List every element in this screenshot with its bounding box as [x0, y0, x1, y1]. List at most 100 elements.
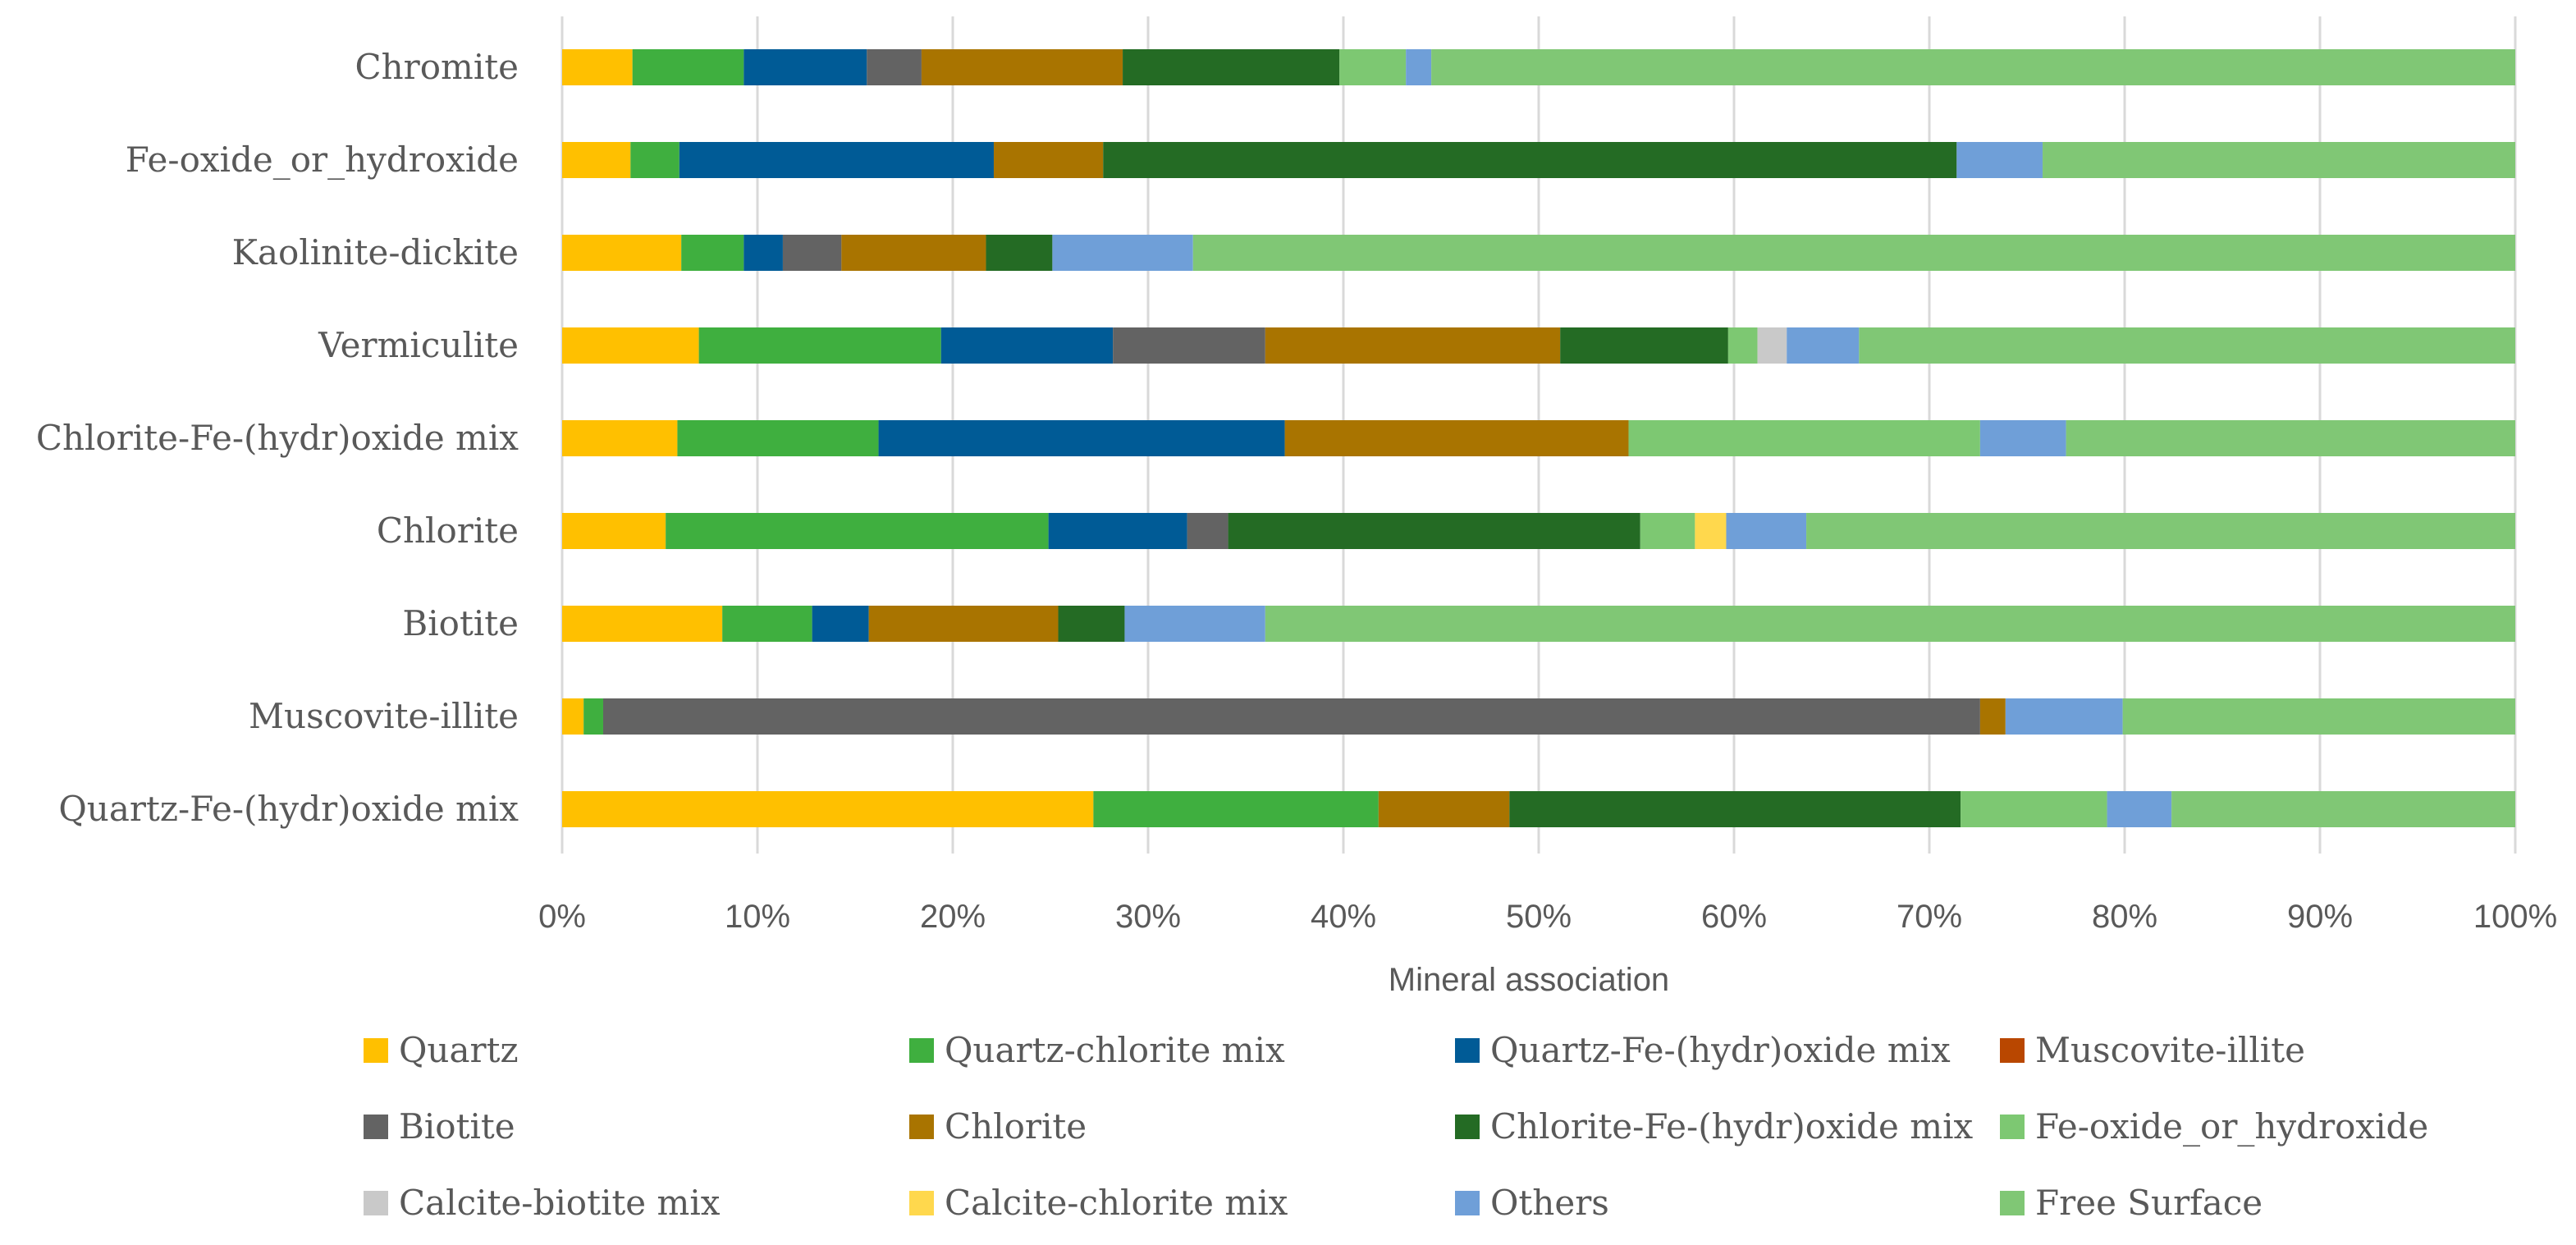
- bar-segment: [1284, 420, 1629, 456]
- legend-swatch: [2000, 1038, 2025, 1063]
- legend-swatch: [2000, 1115, 2025, 1139]
- x-axis-title: Mineral association: [1389, 962, 1669, 998]
- bar-segment: [921, 49, 1123, 85]
- legend-label: Chlorite: [945, 1106, 1087, 1147]
- bar-segment: [698, 327, 941, 364]
- bar-segment: [562, 698, 584, 735]
- legend-label: Fe-oxide_or_hydroxide: [2035, 1106, 2428, 1147]
- bar-segment: [744, 49, 867, 85]
- bar-segment: [1339, 49, 1407, 85]
- category-label: Muscovite-illite: [249, 696, 519, 736]
- legend-label: Quartz: [399, 1030, 519, 1070]
- bar-segment: [2107, 791, 2172, 827]
- x-tick-label: 90%: [2287, 899, 2353, 935]
- x-tick-labels: 0% 10% 20% 30% 40% 50% 60% 70% 80% 90% 100%: [538, 899, 2557, 935]
- bar-segment: [1265, 606, 2515, 642]
- bar-segment: [677, 420, 879, 456]
- legend-swatch: [909, 1191, 934, 1215]
- bar-segment: [868, 606, 1059, 642]
- bar-segment: [782, 235, 842, 271]
- bar-segment: [666, 513, 1049, 549]
- legend-label: Biotite: [399, 1106, 515, 1147]
- bar-segment: [1187, 513, 1229, 549]
- bar-segment: [1052, 235, 1193, 271]
- x-tick-label: 40%: [1311, 899, 1376, 935]
- bar-segment: [679, 142, 994, 178]
- bar-segment: [562, 791, 1094, 827]
- bar-segment: [812, 606, 869, 642]
- category-label: Vermiculite: [318, 325, 519, 365]
- bar-segment: [562, 142, 631, 178]
- bar-segment: [562, 49, 633, 85]
- bar-segment: [1956, 142, 2043, 178]
- bar-segment: [722, 606, 812, 642]
- category-label: Biotite: [402, 603, 519, 643]
- bar-segment: [2005, 698, 2123, 735]
- bar-segment: [2066, 420, 2515, 456]
- x-tick-label: 20%: [920, 899, 986, 935]
- x-tick-label: 80%: [2092, 899, 2157, 935]
- bar-segment: [1048, 513, 1187, 549]
- bar-segment: [1509, 791, 1961, 827]
- category-label: Chlorite: [377, 510, 519, 551]
- bar-segment: [841, 235, 986, 271]
- bar-segment: [1265, 327, 1561, 364]
- bar-segment: [562, 513, 666, 549]
- legend-swatch: [364, 1115, 388, 1139]
- bars: [562, 49, 2515, 827]
- bar-segment: [1640, 513, 1695, 549]
- bar-segment: [1859, 327, 2515, 364]
- legend: Quartz Quartz-chlorite mix Quartz-Fe-(hydr…: [364, 1030, 2428, 1223]
- bar-segment: [2043, 142, 2515, 178]
- bar-segment: [1787, 327, 1860, 364]
- bar-segment: [1378, 791, 1510, 827]
- bar-segment: [681, 235, 744, 271]
- bar-segment: [1123, 49, 1340, 85]
- bar-segment: [562, 420, 678, 456]
- x-tick-label: 50%: [1506, 899, 1572, 935]
- bar-segment: [1103, 142, 1957, 178]
- bar-segment: [1961, 791, 2107, 827]
- bar-segment: [1058, 606, 1125, 642]
- bar-segment: [632, 49, 744, 85]
- bar-segment: [1406, 49, 1432, 85]
- bar-segment: [1727, 327, 1758, 364]
- bar-segment: [1431, 49, 2515, 85]
- legend-swatch: [1455, 1038, 1480, 1063]
- category-labels: Chromite Fe-oxide_or_hydroxide Kaolinite-d…: [36, 47, 519, 829]
- legend-label: Free Surface: [2035, 1183, 2263, 1223]
- x-tick-label: 10%: [725, 899, 790, 935]
- bar-segment: [744, 235, 783, 271]
- x-tick-label: 60%: [1701, 899, 1767, 935]
- bar-segment: [993, 142, 1104, 178]
- legend-label: Quartz-chlorite mix: [945, 1030, 1285, 1070]
- legend-label: Calcite-chlorite mix: [945, 1183, 1288, 1223]
- legend-swatch: [1455, 1115, 1480, 1139]
- bar-segment: [2171, 791, 2515, 827]
- bar-segment: [562, 606, 723, 642]
- bar-segment: [2122, 698, 2515, 735]
- bar-segment: [1228, 513, 1640, 549]
- bar-segment: [1628, 420, 1980, 456]
- bar-segment: [1093, 791, 1379, 827]
- category-label: Chlorite-Fe-(hydr)oxide mix: [36, 418, 519, 458]
- bar-segment: [562, 327, 699, 364]
- category-label: Quartz-Fe-(hydr)oxide mix: [58, 789, 519, 829]
- bar-segment: [583, 698, 603, 735]
- legend-swatch: [364, 1191, 388, 1215]
- category-label: Kaolinite-dickite: [232, 232, 519, 272]
- x-tick-label: 70%: [1897, 899, 1962, 935]
- legend-label: Calcite-biotite mix: [399, 1183, 721, 1223]
- bar-segment: [1113, 327, 1265, 364]
- x-tick-label: 0%: [538, 899, 586, 935]
- category-label: Fe-oxide_or_hydroxide: [126, 140, 519, 180]
- bar-segment: [602, 698, 1980, 735]
- legend-label: Chlorite-Fe-(hydr)oxide mix: [1490, 1106, 1973, 1147]
- bar-segment: [1124, 606, 1265, 642]
- bar-segment: [986, 235, 1053, 271]
- bar-segment: [1192, 235, 2515, 271]
- bar-segment: [867, 49, 922, 85]
- bar-segment: [1560, 327, 1728, 364]
- legend-label: Others: [1490, 1183, 1609, 1223]
